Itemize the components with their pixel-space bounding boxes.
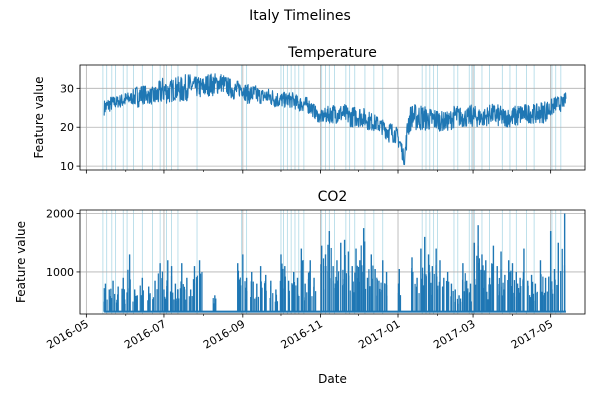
temperature-y-tick-label: 10: [60, 160, 74, 173]
x-tick-label: 2017-01: [356, 317, 402, 351]
co2-x-ticks: 2016-05 2016-07 2016-09 2016-11 2017-01 2017-…: [45, 314, 555, 352]
co2-y-ticks: 1000 2000: [46, 208, 80, 279]
x-tick-label: 2016-05: [45, 317, 91, 351]
temperature-axes-frame: [79, 64, 586, 171]
x-tick-label: 2017-03: [431, 317, 477, 351]
temperature-y-ticks: 10 20 30: [60, 82, 80, 173]
temperature-grid: [80, 65, 585, 170]
co2-panel-title: CO2: [318, 189, 348, 205]
temperature-panel-title: Temperature: [287, 45, 377, 61]
figure-title: Italy Timelines: [249, 8, 351, 24]
temperature-line: [103, 73, 567, 166]
x-tick-label: 2016-09: [201, 317, 247, 351]
temperature-x-ticks: [85, 170, 552, 174]
co2-y-tick-label: 2000: [46, 208, 74, 221]
co2-series: [103, 213, 566, 313]
x-tick-label: 2017-05: [509, 317, 555, 351]
x-axis-label: Date: [318, 372, 347, 386]
x-tick-label: 2016-07: [122, 317, 168, 351]
co2-y-axis-label: Feature value: [14, 221, 28, 303]
temperature-y-tick-label: 30: [60, 82, 74, 95]
x-tick-label: 2016-11: [279, 317, 325, 351]
temperature-y-axis-label: Feature value: [32, 77, 46, 159]
temperature-y-tick-label: 20: [60, 121, 74, 134]
temperature-series: [103, 73, 567, 166]
co2-axes-frame: [79, 209, 586, 315]
co2-y-tick-label: 1000: [46, 266, 74, 279]
